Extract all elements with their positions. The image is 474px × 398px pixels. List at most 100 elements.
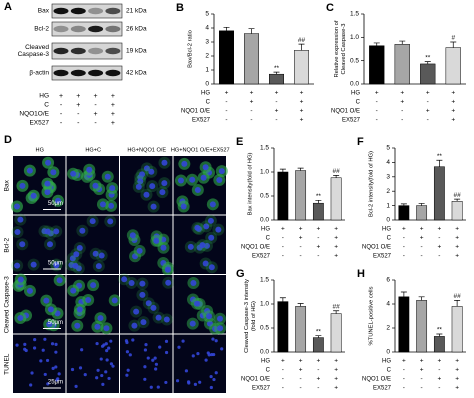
cell-nucleus — [187, 381, 191, 385]
condition-label: HG — [261, 227, 270, 233]
blot-band — [88, 47, 104, 55]
cell-nucleus — [94, 323, 101, 330]
cell-nucleus — [50, 169, 57, 176]
condition-sign: + — [402, 226, 406, 233]
column-header: HG+C — [85, 147, 101, 153]
cell-nucleus — [209, 385, 213, 390]
cell-nucleus — [208, 264, 215, 271]
significance-label: ** — [316, 193, 322, 200]
cell-nucleus — [54, 365, 58, 369]
cell-nucleus — [104, 342, 108, 346]
blot-band — [88, 69, 104, 77]
bar — [398, 205, 410, 221]
condition-sign: - — [250, 117, 252, 124]
condition-sign: - — [403, 367, 405, 374]
row-label: Bax — [4, 179, 11, 191]
condition-sign: + — [94, 111, 98, 118]
cell-nucleus — [46, 321, 53, 328]
cell-nucleus — [111, 297, 118, 304]
condition-sign: - — [94, 102, 97, 109]
error-bar — [450, 41, 457, 48]
condition-sign: + — [316, 244, 320, 251]
error-bar — [315, 335, 322, 338]
cell-nucleus — [159, 189, 166, 196]
cell-nucleus — [103, 325, 110, 332]
cell-nucleus — [146, 356, 150, 360]
cell-nucleus — [23, 347, 27, 351]
cell-nucleus — [72, 262, 79, 269]
condition-sign: + — [76, 102, 80, 109]
cell-nucleus — [74, 384, 78, 389]
micrograph — [173, 334, 226, 393]
error-bar — [297, 167, 304, 171]
cell-nucleus — [217, 315, 224, 322]
cell-nucleus — [212, 352, 216, 357]
cell-nucleus — [161, 180, 168, 187]
condition-sign: + — [451, 117, 455, 124]
bar — [312, 337, 324, 353]
error-bar — [279, 168, 286, 172]
cell-nucleus — [79, 227, 86, 234]
condition-sign: - — [282, 385, 284, 392]
condition-sign: - — [275, 117, 277, 124]
cell-nucleus — [70, 170, 77, 177]
bar — [244, 33, 259, 85]
column-header: HG+NQO1 O/E — [127, 147, 166, 153]
blot-label: Bcl-2 — [34, 26, 49, 33]
cell-nucleus — [207, 217, 214, 224]
cell-nucleus — [126, 368, 130, 372]
y-tick-label: 3 — [205, 39, 209, 46]
cell-nucleus — [108, 202, 115, 209]
y-tick-label: 0.0 — [260, 349, 269, 356]
cell-nucleus — [139, 291, 146, 298]
cell-nucleus — [54, 350, 58, 354]
cell-nucleus — [45, 159, 52, 166]
blot-band — [88, 7, 104, 15]
condition-label: NQO1 O/E — [362, 377, 391, 383]
condition-sign: + — [455, 235, 459, 242]
condition-sign: + — [451, 99, 455, 106]
condition-sign: + — [111, 111, 115, 118]
cell-nucleus — [220, 347, 224, 351]
y-tick-label: 5 — [205, 11, 209, 18]
condition-sign: + — [437, 244, 441, 251]
condition-sign: - — [282, 244, 284, 251]
cell-nucleus — [193, 382, 198, 386]
error-bar — [399, 40, 406, 45]
condition-sign: + — [300, 108, 304, 115]
significance-label: ** — [425, 54, 431, 61]
cell-nucleus — [139, 280, 146, 287]
row-label: TUNEL — [4, 353, 11, 375]
y-axis-label: (fold of HG) — [251, 301, 257, 331]
cell-nucleus — [145, 300, 152, 307]
cell-nucleus — [164, 266, 171, 273]
blot-strip — [51, 65, 123, 81]
y-axis-label: Bcl-2 intensity(fold of HG) — [369, 151, 375, 217]
y-tick-label: 0.5 — [260, 193, 269, 200]
bar — [451, 306, 463, 353]
error-bar — [454, 300, 461, 307]
cell-nucleus — [30, 192, 37, 199]
bar — [451, 201, 463, 221]
condition-sign: + — [275, 90, 279, 97]
significance-label: ## — [333, 168, 341, 175]
bar — [219, 30, 234, 85]
y-tick-label: 4 — [386, 301, 390, 308]
cell-nucleus — [143, 377, 147, 381]
condition-label: HG — [351, 91, 360, 97]
cell-nucleus — [202, 164, 209, 171]
cell-nucleus — [212, 377, 216, 382]
condition-sign: - — [225, 99, 227, 106]
condition-sign: + — [300, 117, 304, 124]
cell-nucleus — [97, 315, 104, 322]
cell-nucleus — [43, 337, 47, 341]
blot-band — [70, 7, 86, 15]
bar — [330, 177, 342, 221]
condition-sign: + — [437, 226, 441, 233]
condition-label: HG — [39, 93, 49, 100]
condition-sign: - — [403, 253, 405, 260]
bar — [312, 202, 324, 221]
condition-label: EX527 — [342, 118, 361, 124]
cell-nucleus — [19, 241, 26, 248]
cell-nucleus — [104, 173, 111, 180]
